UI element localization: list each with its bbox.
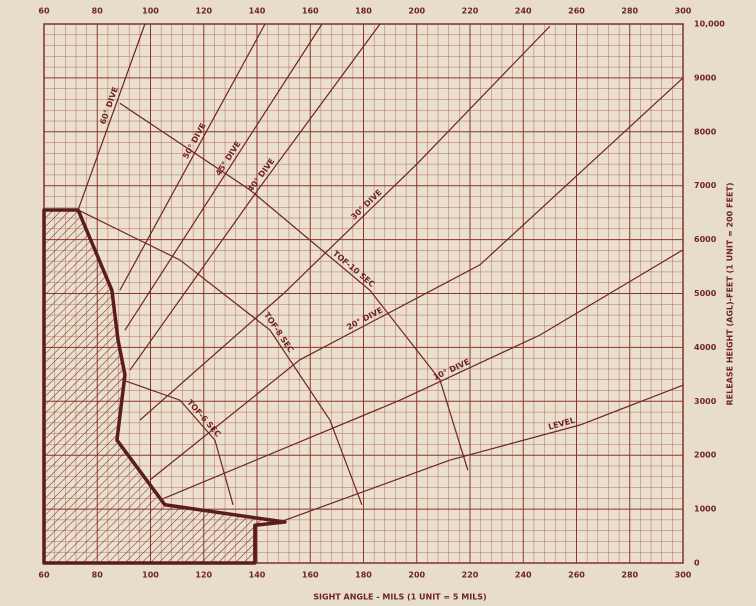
curve [121, 379, 234, 505]
x-tick-label-top: 120 [195, 7, 212, 16]
y-tick-label: 7000 [694, 181, 717, 190]
x-tick-label: 300 [675, 571, 692, 580]
y-axis-title: RELEASE HEIGHT (AGL)-FEET (1 UNIT = 200 … [726, 182, 735, 405]
x-tick-label: 100 [142, 571, 159, 580]
y-tick-label: 9000 [694, 73, 717, 82]
x-tick-label-top: 60 [38, 7, 50, 16]
x-tick-label: 220 [462, 571, 479, 580]
x-tick-label-top: 200 [408, 7, 425, 16]
x-tick-label-top: 260 [568, 7, 585, 16]
x-tick-label: 240 [515, 571, 532, 580]
y-tick-label: 3000 [694, 397, 717, 406]
curve [129, 23, 381, 371]
excluded-region [42, 208, 287, 565]
y-tick-label: 1000 [694, 505, 717, 514]
x-tick-label-top: 300 [675, 7, 692, 16]
y-tick-label: 2000 [694, 451, 717, 460]
y-tick-label: 8000 [694, 127, 717, 136]
curve [279, 384, 684, 523]
x-tick-label: 280 [621, 571, 638, 580]
curve [149, 77, 684, 481]
x-tick-label: 180 [355, 571, 372, 580]
x-tick-label: 160 [302, 571, 319, 580]
x-tick-label-top: 280 [621, 7, 638, 16]
x-axis-title: SIGHT ANGLE - MILS (1 UNIT = 5 MILS) [313, 593, 486, 602]
x-tick-label-top: 220 [462, 7, 479, 16]
y-tick-label: 4000 [694, 343, 717, 352]
curve [119, 23, 266, 291]
curve [124, 23, 323, 331]
x-tick-label-top: 240 [515, 7, 532, 16]
x-tick-label: 60 [38, 571, 50, 580]
y-tick-label: 6000 [694, 235, 717, 244]
curve [77, 23, 146, 211]
x-tick-label: 140 [249, 571, 266, 580]
curve [139, 25, 551, 421]
curve [119, 102, 469, 471]
x-tick-label: 80 [92, 571, 104, 580]
x-tick-label: 120 [195, 571, 212, 580]
y-tick-label: 10,000 [694, 20, 725, 29]
curve [77, 209, 363, 505]
y-tick-label: 0 [694, 559, 700, 568]
x-tick-label: 260 [568, 571, 585, 580]
x-tick-label-top: 80 [92, 7, 104, 16]
y-tick-label: 5000 [694, 289, 717, 298]
x-tick-label-top: 140 [249, 7, 266, 16]
x-tick-label-top: 180 [355, 7, 372, 16]
curve [159, 249, 684, 501]
x-tick-label-top: 160 [302, 7, 319, 16]
x-tick-label-top: 100 [142, 7, 159, 16]
x-tick-label: 200 [408, 571, 425, 580]
